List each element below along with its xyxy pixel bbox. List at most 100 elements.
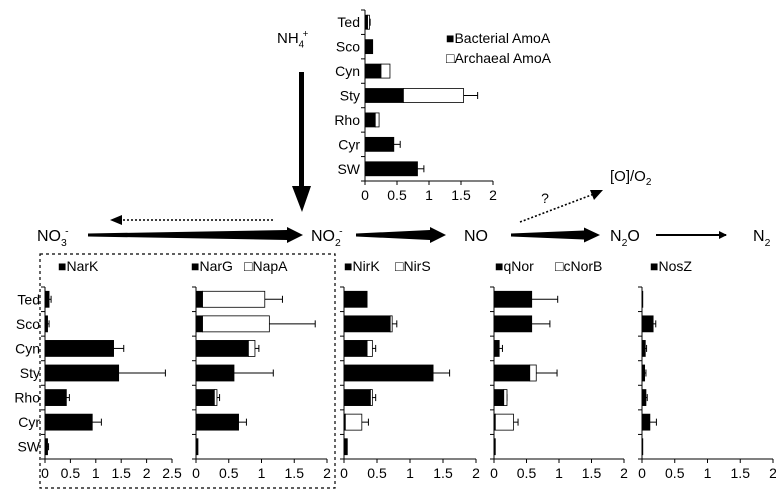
species-label-0: NO3- (37, 227, 69, 249)
panel-nark: Ted Sco Cyn Sty Rho Cyr SW0 0.5 1 1.5 2 2.5 ■NarK (14, 258, 182, 481)
x-tick-label: 1.5 (451, 187, 471, 203)
category-label-cyn: Cyn (15, 340, 40, 356)
bar-narg-rho (195, 389, 215, 406)
category-label-sw: SW (17, 439, 40, 455)
x-tick-label: 2 (472, 465, 480, 481)
bar-archaeal-amoa-cyn (380, 63, 391, 79)
x-tick-label: 0.5 (367, 465, 387, 481)
category-label-cyr: Cyr (338, 136, 360, 152)
bar-nosz-rho (641, 389, 647, 406)
category-label-rho: Rho (334, 112, 360, 128)
bar-nirs-sco (389, 315, 393, 333)
x-tick-label: 2 (489, 187, 497, 203)
question-mark: ? (541, 190, 549, 206)
category-label-rho: Rho (14, 390, 40, 406)
bar-bacterial-amoa-sco (364, 39, 374, 55)
species-label-2: NO (464, 228, 488, 245)
x-tick-label: 0.5 (517, 465, 537, 481)
x-tick-label: 1.5 (285, 465, 305, 481)
x-tick-label: 2 (143, 465, 151, 481)
panel-nirk: 0 0.5 1 1.5 2 ■NirK □NirS (340, 258, 480, 481)
bar-narg-sty (195, 364, 235, 382)
legend-entry-nosz: ■NosZ (650, 258, 692, 274)
bar-nosz-sco (641, 315, 654, 333)
x-tick-label: 0.5 (665, 465, 685, 481)
category-label-ted: Ted (337, 14, 360, 30)
x-tick-label: 0 (41, 465, 49, 481)
bar-qnor-cyn (493, 340, 500, 357)
bar-qnor-sty (493, 364, 531, 382)
bar-nirk-sco (343, 315, 391, 333)
bar-napa-cyn (247, 340, 256, 357)
category-label-cyr: Cyr (18, 414, 40, 430)
species-label-1: NO2- (311, 227, 343, 249)
panel-amoA: Ted Sco Cyn Sty Rho Cyr SW0 0.5 1 1.5 2 ■Bacterial … (334, 9, 552, 203)
category-label-sco: Sco (16, 316, 40, 332)
x-tick-label: 0.5 (61, 465, 81, 481)
bar-nirs-cyn (366, 340, 373, 357)
bar-nirs-cyr (344, 413, 363, 431)
bar-nark-cyr (44, 413, 93, 431)
legend-entry-nirk: ■NirK (344, 258, 380, 274)
category-label-sty: Sty (340, 88, 360, 104)
panel-qnor: 0 0.5 1 1.5 2 ■qNor □cNorB (490, 258, 628, 481)
x-tick-label: 1 (555, 465, 563, 481)
x-tick-label: 1.5 (582, 465, 602, 481)
panel-nosz: 0 0.5 1 1.5 2 ■NosZ (638, 258, 776, 481)
arrow-nitrate-to-nitrite (88, 227, 303, 243)
x-tick-label: 2.5 (162, 465, 182, 481)
legend-entry-archaeal-amoa: □Archaeal AmoA (446, 50, 552, 66)
bar-archaeal-amoa-rho (374, 112, 380, 128)
bar-cnorb-sty (529, 364, 537, 382)
bar-bacterial-amoa-cyn (364, 63, 382, 79)
bar-archaeal-amoa-ted (367, 14, 370, 30)
bar-bacterial-amoa-sw (364, 161, 418, 177)
bar-nark-sty (44, 364, 120, 382)
panel-narg: 0 0.5 1 1.5 2 ■NarG □NapA (191, 258, 331, 481)
bar-cnorb-cyr (494, 413, 514, 431)
bar-qnor-rho (493, 389, 505, 406)
bar-bacterial-amoa-cyr (364, 136, 395, 152)
x-tick-label: 1 (704, 465, 712, 481)
legend-entry-qnor: ■qNor (495, 258, 534, 274)
bar-nark-cyn (44, 340, 114, 357)
arrow-no-to-n2o (511, 227, 600, 243)
bar-bacterial-amoa-rho (364, 112, 376, 128)
bar-nirk-sty (343, 364, 434, 382)
oxygen-label: [O]/O2 (610, 168, 652, 188)
arrow-ammonium-to-nitrite (292, 72, 311, 212)
legend-entry-nark: ■NarK (58, 258, 99, 274)
x-tick-label: 1 (425, 187, 433, 203)
dotted-arrow-head-diag (590, 190, 603, 200)
x-tick-label: 1 (406, 465, 414, 481)
bar-nark-rho (44, 389, 67, 406)
category-label-sco: Sco (336, 39, 360, 55)
dotted-arrow-head-left (110, 215, 122, 225)
bar-nirs-rho (369, 389, 373, 406)
bar-napa-ted (202, 290, 266, 308)
category-label-ted: Ted (17, 291, 40, 307)
bar-narg-cyr (195, 413, 239, 431)
bar-narg-ted (195, 290, 203, 308)
category-label-sty: Sty (20, 365, 40, 381)
bar-qnor-ted (493, 290, 533, 308)
ammonium-label: NH4+ (277, 29, 309, 51)
bar-bacterial-amoa-sty (364, 88, 404, 103)
arrow-no-to-oxygen-dotted (519, 193, 595, 223)
bar-nirk-rho (343, 389, 371, 406)
x-tick-label: 2 (323, 465, 331, 481)
x-tick-label: 0.5 (219, 465, 239, 481)
x-tick-label: 0 (340, 465, 348, 481)
x-tick-label: 0 (361, 187, 369, 203)
bar-napa-sco (202, 315, 270, 333)
bar-nosz-cyr (641, 413, 651, 431)
bar-napa-rho (213, 389, 218, 406)
x-tick-label: 0 (192, 465, 200, 481)
x-tick-label: 1.5 (433, 465, 453, 481)
x-tick-label: 0 (490, 465, 498, 481)
legend-entry-cnorb: □cNorB (555, 258, 602, 274)
bar-nark-ted (44, 290, 50, 308)
bar-nirk-ted (343, 290, 368, 308)
